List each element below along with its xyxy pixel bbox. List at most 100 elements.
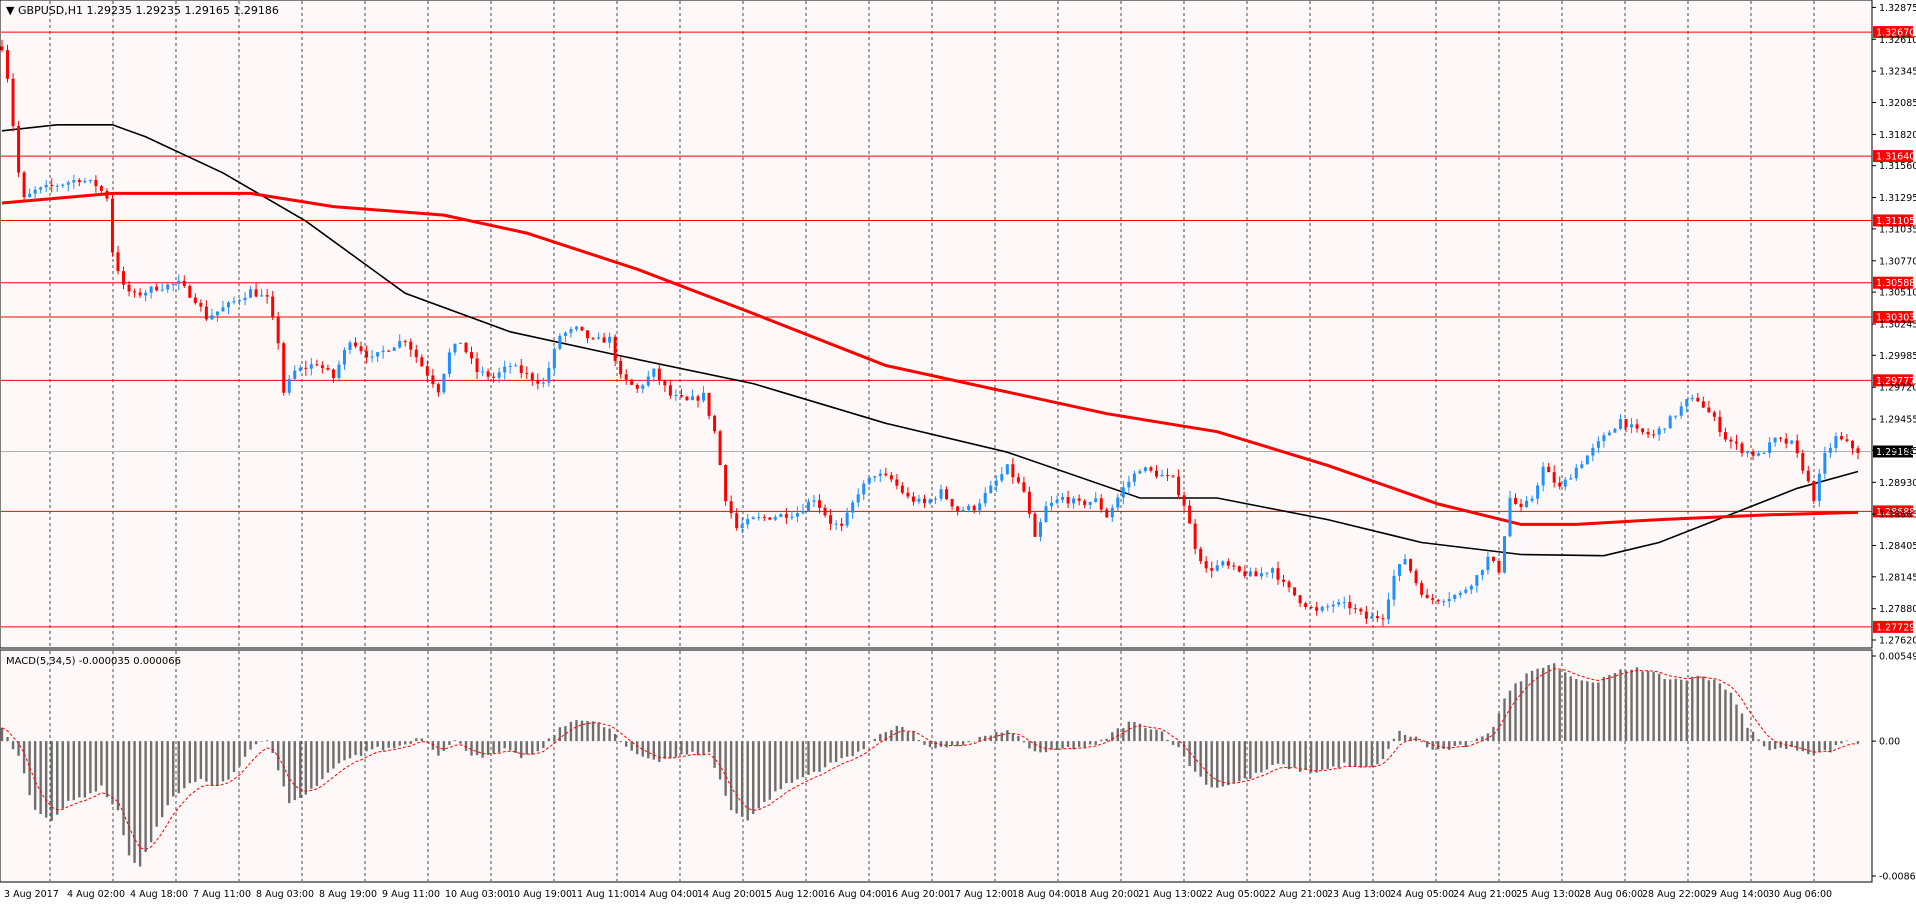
- bear-candle: [1027, 491, 1031, 514]
- price-axis-label: 1.31820: [1879, 130, 1916, 141]
- level-price-tag: [1873, 311, 1913, 324]
- bull-candle: [1469, 585, 1473, 590]
- bull-candle: [851, 502, 855, 513]
- bull-candle: [597, 337, 601, 339]
- time-axis-label: 16 Aug 20:00: [886, 889, 950, 900]
- time-axis-label: 22 Aug 05:00: [1201, 889, 1265, 900]
- bear-candle: [889, 475, 893, 480]
- bear-candle: [945, 489, 949, 500]
- bear-candle: [492, 376, 496, 378]
- bear-candle: [365, 351, 369, 358]
- bull-candle: [690, 396, 694, 401]
- bull-candle: [66, 182, 70, 185]
- bear-candle: [1199, 548, 1203, 562]
- bear-candle: [77, 180, 81, 183]
- bear-candle: [99, 186, 103, 191]
- level-price-tag-label: 1.28688: [1876, 507, 1915, 518]
- price-axis-label: 1.29985: [1879, 351, 1916, 362]
- bull-candle: [961, 509, 965, 511]
- bear-candle: [1022, 482, 1026, 492]
- bull-candle: [1657, 428, 1661, 435]
- price-axis-label: 1.31560: [1879, 161, 1916, 172]
- bull-candle: [1574, 467, 1578, 479]
- bull-candle: [934, 498, 938, 500]
- bull-candle: [795, 513, 799, 517]
- time-axis-label: 18 Aug 04:00: [1012, 889, 1076, 900]
- bear-candle: [359, 346, 363, 352]
- macd-pane[interactable]: [0, 649, 1873, 883]
- bull-candle: [1817, 473, 1821, 501]
- time-axis-label: 25 Aug 13:00: [1516, 889, 1580, 900]
- bull-candle: [453, 343, 457, 353]
- bull-candle: [1342, 602, 1346, 604]
- bull-candle: [1746, 451, 1750, 454]
- bear-candle: [1011, 464, 1015, 478]
- bull-candle: [928, 499, 932, 504]
- bear-candle: [1276, 568, 1280, 580]
- bull-candle: [641, 385, 645, 389]
- bull-candle: [1044, 506, 1048, 523]
- bear-candle: [17, 126, 21, 173]
- chart-menu-arrow-icon[interactable]: ▼: [6, 4, 15, 17]
- bull-candle: [1630, 424, 1634, 428]
- bear-candle: [1420, 583, 1424, 595]
- bear-candle: [1812, 481, 1816, 501]
- time-axis-label: 10 Aug 03:00: [445, 889, 509, 900]
- bear-candle: [1723, 432, 1727, 440]
- price-axis-label: 1.32085: [1879, 98, 1916, 109]
- price-axis-label: 1.30770: [1879, 256, 1916, 267]
- macd-axis-label: -0.008697: [1879, 872, 1916, 883]
- bull-candle: [226, 302, 230, 308]
- bear-candle: [188, 285, 192, 298]
- bull-candle: [1005, 464, 1009, 475]
- price-axis-label: 1.32610: [1879, 35, 1916, 46]
- main-chart-pane[interactable]: [0, 0, 1873, 649]
- price-axis-label: 1.30510: [1879, 288, 1916, 299]
- bull-candle: [1265, 572, 1269, 574]
- bear-candle: [1751, 451, 1755, 456]
- bear-candle: [922, 498, 926, 504]
- bull-candle: [210, 315, 214, 320]
- bull-candle: [1563, 479, 1567, 487]
- bull-candle: [541, 382, 545, 384]
- bear-candle: [276, 317, 280, 344]
- moving-average-line: [1, 124, 1859, 557]
- bear-candle: [486, 371, 490, 377]
- bear-candle: [1381, 618, 1385, 620]
- bull-candle: [481, 371, 485, 373]
- price-axis-label: 1.28145: [1879, 572, 1916, 583]
- bull-candle: [376, 352, 380, 357]
- bear-candle: [1287, 581, 1291, 588]
- bear-candle: [729, 501, 733, 514]
- bear-candle: [193, 297, 197, 303]
- bull-candle: [939, 489, 943, 499]
- bull-candle: [967, 505, 971, 510]
- bear-candle: [724, 464, 728, 502]
- bear-candle: [718, 431, 722, 465]
- bull-candle: [1464, 589, 1468, 593]
- price-axis-label: 1.32875: [1879, 3, 1916, 14]
- bear-candle: [1414, 570, 1418, 584]
- bull-candle: [1038, 522, 1042, 537]
- bear-candle: [1624, 419, 1628, 428]
- bear-candle: [110, 198, 114, 253]
- price-axis-label: 1.29195: [1879, 446, 1916, 457]
- bull-candle: [260, 295, 264, 297]
- bear-candle: [768, 517, 772, 520]
- bear-candle: [1304, 603, 1308, 608]
- bear-candle: [127, 284, 131, 292]
- bear-candle: [1497, 560, 1501, 573]
- bear-candle: [1243, 571, 1247, 577]
- level-price-tag-label: 1.32670: [1876, 28, 1915, 39]
- bear-candle: [1425, 594, 1429, 599]
- bull-candle: [779, 514, 783, 518]
- bear-candle: [122, 271, 126, 285]
- bull-candle: [1685, 399, 1689, 407]
- bull-candle: [702, 392, 706, 401]
- bear-candle: [1779, 437, 1783, 439]
- bull-candle: [1331, 604, 1335, 607]
- chart-title: GBPUSD,H1 1.29235 1.29235 1.29165 1.2918…: [18, 4, 279, 17]
- bear-candle: [315, 364, 319, 366]
